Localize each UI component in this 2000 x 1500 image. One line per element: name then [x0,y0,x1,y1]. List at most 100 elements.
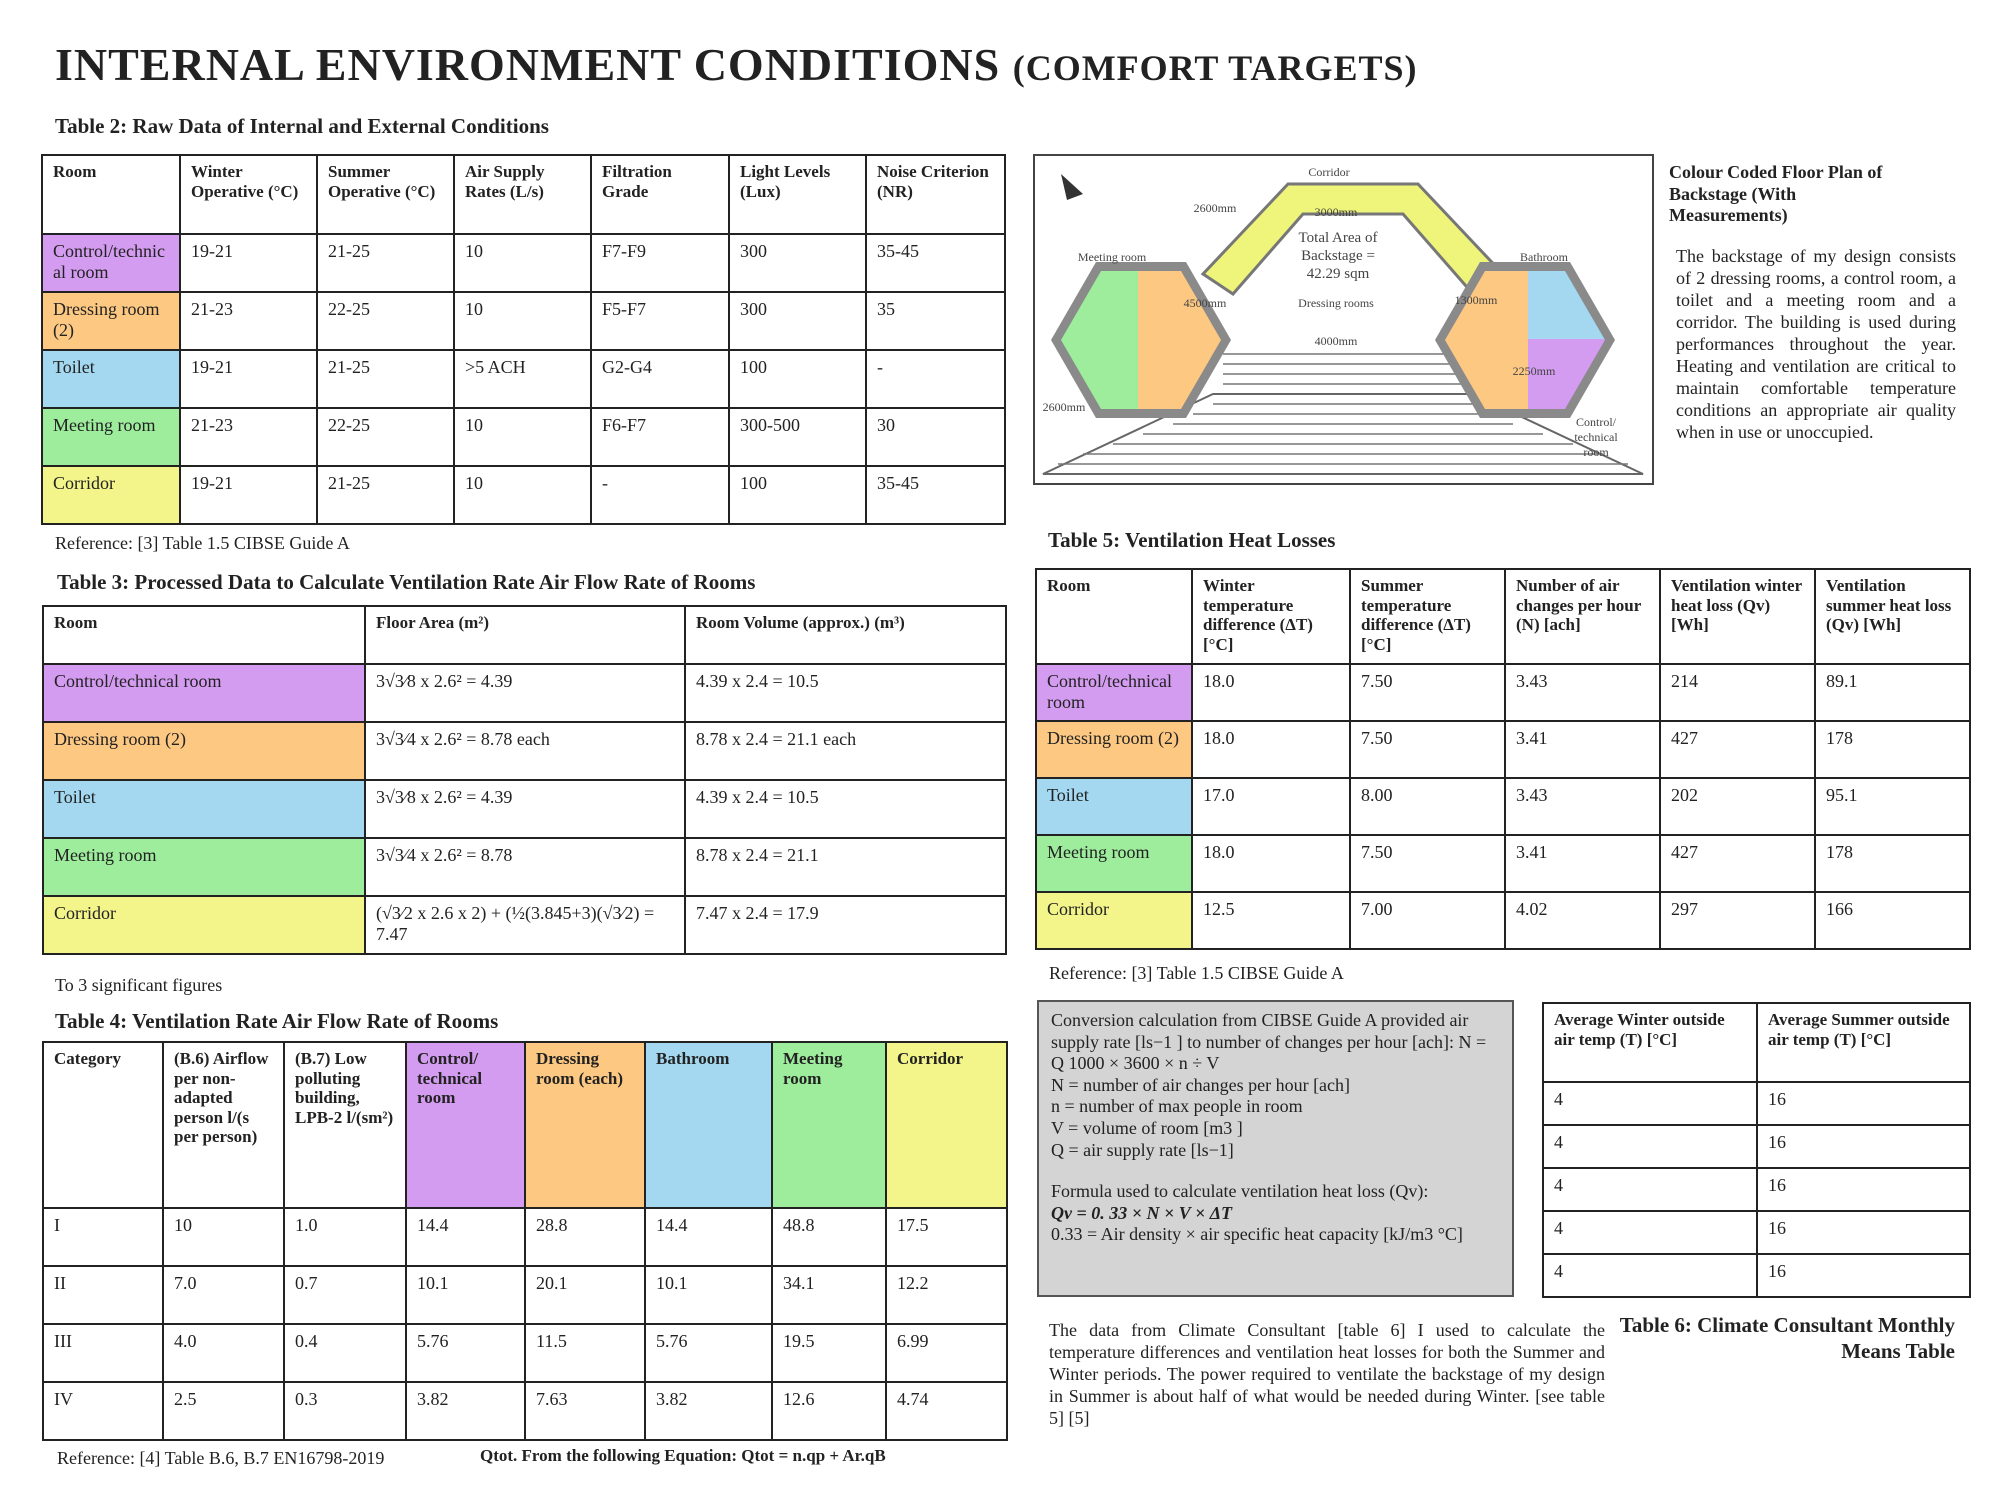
table-body: Room Winter temperature difference (ΔT) [… [1035,568,1971,950]
table-cell: 14.4 [644,1207,773,1267]
table-cell: 19-21 [179,349,318,409]
caption-body: The backstage of my design consists of 2… [1676,246,1956,442]
north-arrow [1061,174,1083,200]
caption-title: Colour Coded Floor Plan of Backstage (Wi… [1669,162,1883,226]
table-row: Dressing room (2) 21-23 22-25 10 F5-F7 300 35 [41,291,1006,351]
header-cell: Dressing room (each) [524,1041,646,1209]
header-cell: Noise Criterion (NR) [865,154,1006,235]
plan-label: 4500mm [1184,296,1227,310]
table-row: Corridor (√3⁄2 x 2.6 x 2) + (½(3.845+3)(√… [42,895,1007,955]
table-row: I 10 1.0 14.4 28.8 14.4 48.8 17.5 [42,1207,1008,1267]
table-cell: 8.78 x 2.4 = 21.1 [684,837,1007,897]
table-cell: 10 [162,1207,285,1267]
table-cell: Control/technical room [41,233,181,293]
table-cell: 1.0 [283,1207,407,1267]
table-cell: 95.1 [1814,777,1971,836]
table-cell: 3.82 [405,1381,526,1441]
table-cell: 5.76 [644,1323,773,1383]
table-cell: 178 [1814,834,1971,893]
table-5: Room Winter temperature difference (ΔT) [… [1035,568,1971,950]
table-cell: Dressing room (2) [41,291,181,351]
table-cell: 4 [1542,1167,1758,1212]
table-row: Toilet 17.0 8.00 3.43 202 95.1 [1035,777,1971,836]
table-row: III 4.0 0.4 5.76 11.5 5.76 19.5 6.99 [42,1323,1008,1383]
table-cell: 21-23 [179,407,318,467]
table-cell: Meeting room [41,407,181,467]
header-cell: Average Summer outside air temp (T) [°C] [1756,1002,1971,1083]
table-cell: 6.99 [885,1323,1008,1383]
table-cell: 18.0 [1191,720,1351,779]
table-row: Toilet 19-21 21-25 >5 ACH G2-G4 100- [41,349,1006,409]
table-cell: 4 [1542,1081,1758,1126]
table-cell: 3.43 [1504,777,1661,836]
table-cell: 10.1 [644,1265,773,1325]
title-main: INTERNAL ENVIRONMENT CONDITIONS [55,39,1001,90]
plan-label: Dressing rooms [1298,296,1374,310]
table-cell: 3√3⁄4 x 2.6² = 8.78 [364,837,686,897]
table-cell: 10 [453,233,592,293]
table-row: Toilet 3√3⁄8 x 2.6² = 4.39 4.39 x 2.4 = 10… [42,779,1007,839]
table-cell: II [42,1265,164,1325]
table-cell: 10 [453,465,592,525]
table-body: Room Floor Area (m²) Room Volume (approx.)… [42,605,1007,955]
table-cell: 12.5 [1191,891,1351,950]
header-row: Average Winter outside air temp (T) [°C]… [1542,1002,1971,1083]
reference: Reference: [3] Table 1.5 CIBSE Guide A [1049,963,1344,983]
note: To 3 significant figures [55,975,223,995]
stage-steps [1058,353,1628,465]
table-cell: 7.0 [162,1265,285,1325]
header-row: Category (B.6) Airflow per non-adapted pe… [42,1041,1008,1209]
box-line: Qv = 0. 33 × N × V × ΔT [1051,1202,1232,1223]
box-line: 0.33 = Air density × air specific heat c… [1051,1224,1463,1245]
table-cell: 4.39 x 2.4 = 10.5 [684,663,1007,723]
plan-label: room [1583,445,1609,459]
table-cell: 3.41 [1504,834,1661,893]
header-cell: Control/ technical room [405,1041,526,1209]
header-cell: Light Levels (Lux) [728,154,867,235]
header-cell: Floor Area (m²) [364,605,686,665]
table-4: Category (B.6) Airflow per non-adapted pe… [42,1041,1008,1441]
table-cell: 22-25 [316,407,455,467]
table-cell: IV [42,1381,164,1441]
table-cell: 12.6 [771,1381,887,1441]
header-cell: Winter Operative (°C) [179,154,318,235]
box-line: Conversion calculation from CIBSE Guide … [1051,1010,1487,1074]
table-cell: 10.1 [405,1265,526,1325]
box-line: Q = air supply rate [ls−1] [1051,1139,1234,1160]
table-cell: Toilet [1035,777,1193,836]
table-cell: (√3⁄2 x 2.6 x 2) + (½(3.845+3)(√3⁄2) = 7… [364,895,686,955]
table-cell: 4.74 [885,1381,1008,1441]
table-cell: 8.00 [1349,777,1506,836]
table-cell: 18.0 [1191,834,1351,893]
table-cell: 2.5 [162,1381,285,1441]
plan-label: 2250mm [1513,364,1556,378]
table-cell: I [42,1207,164,1267]
table-cell: 34.1 [771,1265,887,1325]
table-cell: 3√3⁄4 x 2.6² = 8.78 each [364,721,686,781]
table-cell: 16 [1756,1167,1971,1212]
table-cell: 16 [1756,1081,1971,1126]
title-suffix: (COMFORT TARGETS) [1012,48,1418,88]
header-cell: Ventilation summer heat loss (Qv) [Wh] [1814,568,1971,665]
plan-label: Control/ [1576,415,1617,429]
table-row: Meeting room 21-23 22-25 10 F6-F7 300-500 30 [41,407,1006,467]
table-title: Table 4: Ventilation Rate Air Flow Rate … [55,1009,499,1033]
table-cell: 4.39 x 2.4 = 10.5 [684,779,1007,839]
header-cell: Room [42,605,366,665]
box-line: Formula used to calculate ventilation he… [1051,1181,1429,1202]
table-cell: Toilet [42,779,366,839]
table-title: Table 3: Processed Data to Calculate Ven… [57,570,756,594]
table-cell: Dressing room (2) [1035,720,1193,779]
table-cell: - [865,349,1006,409]
table-cell: Control/technical room [42,663,366,723]
table-cell: F6-F7 [590,407,730,467]
header-row: Room Winter Operative (°C) Summer Operativ… [41,154,1006,235]
table-cell: 10 [453,291,592,351]
plan-label: technical [1574,430,1618,444]
table-row: 4 16 [1542,1081,1971,1126]
table-title: Table 2: Raw Data of Internal and Extern… [55,114,549,138]
table-cell: 214 [1659,663,1816,722]
header-row: Room Floor Area (m²) Room Volume (approx.)… [42,605,1007,665]
table-cell: 202 [1659,777,1816,836]
